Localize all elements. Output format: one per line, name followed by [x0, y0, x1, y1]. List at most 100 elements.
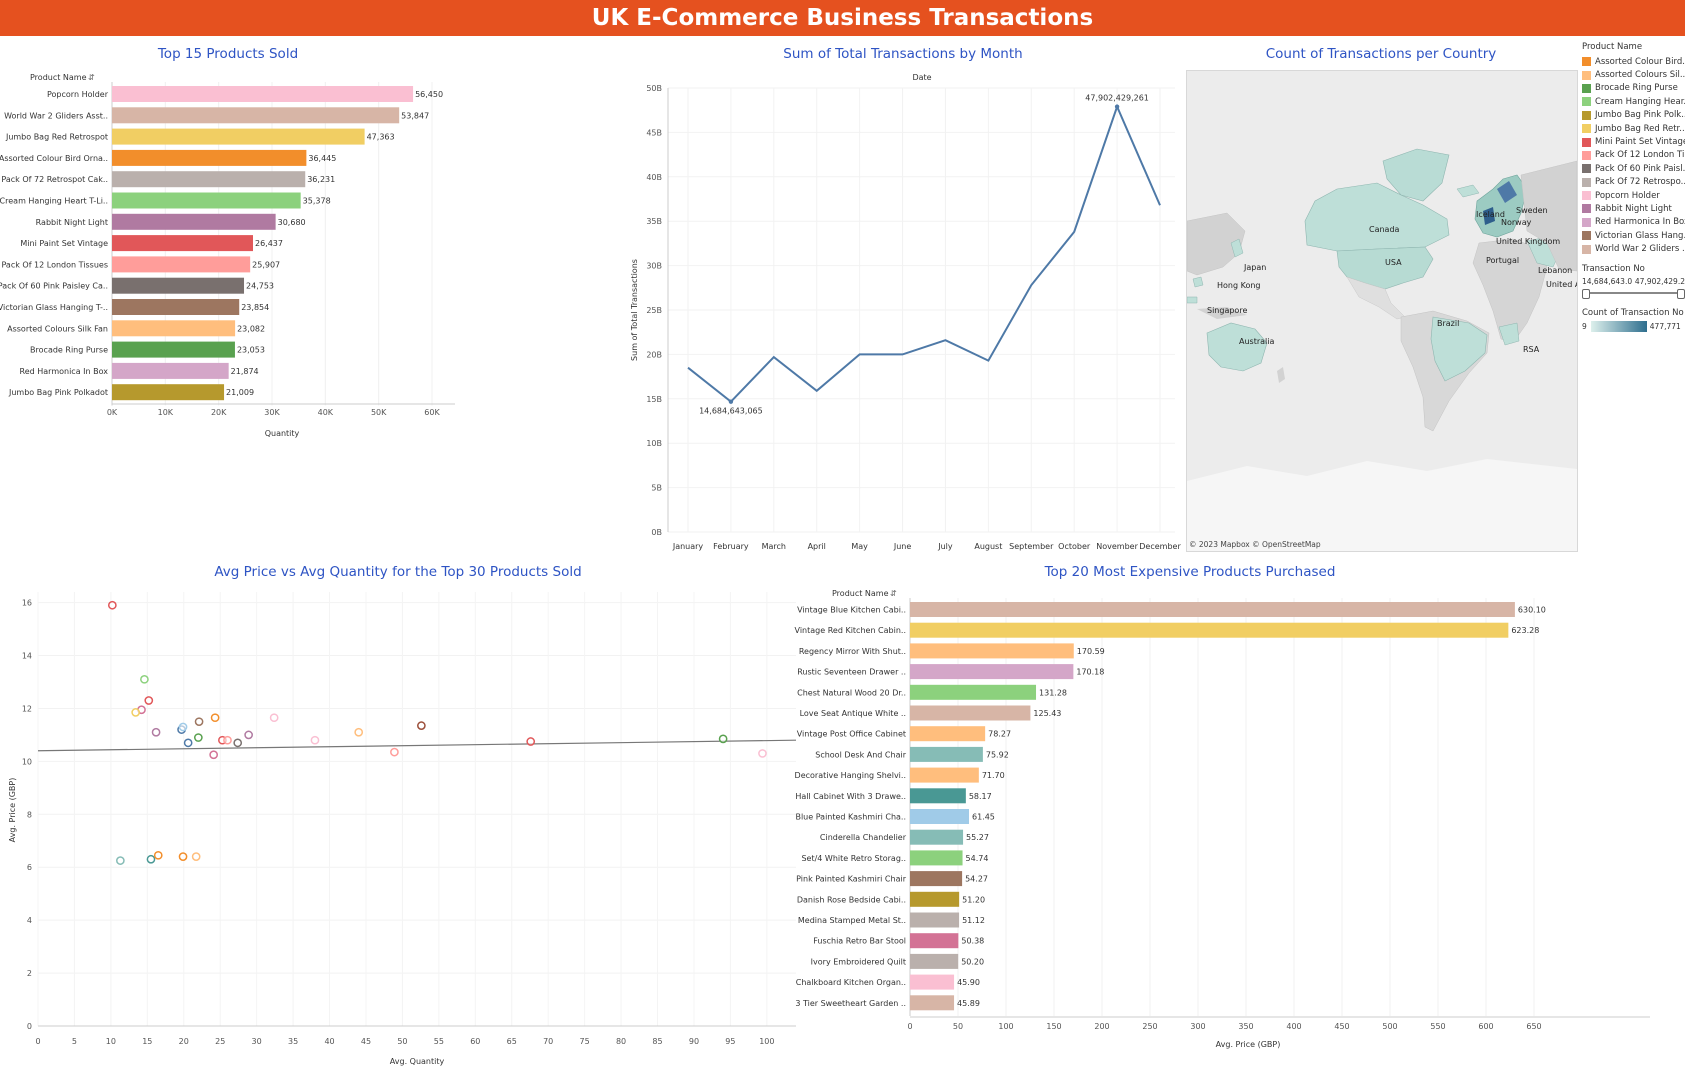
y-tick-label: 5B — [651, 484, 662, 493]
scatter-point — [417, 721, 426, 730]
legend-item[interactable]: Red Harmonica In Box — [1582, 216, 1685, 229]
map-country-label: RSA — [1523, 345, 1540, 354]
x-tick-label: September — [1009, 542, 1054, 551]
scatter-point — [107, 600, 117, 610]
bar-value-label: 45.90 — [957, 978, 980, 987]
bar-value-label: 24,753 — [246, 282, 274, 291]
legend-swatch — [1582, 177, 1591, 187]
scatter-point — [223, 735, 232, 745]
dashboard-title: UK E-Commerce Business Transactions — [0, 0, 1685, 36]
expensive-title: Top 20 Most Expensive Products Purchased — [1044, 564, 1336, 580]
bar — [910, 912, 960, 928]
bar-value-label: 623.28 — [1511, 626, 1539, 635]
y-tick-label: 30B — [646, 262, 662, 271]
bar-category-label: Jumbo Bag Pink Polkadot — [8, 388, 108, 397]
legend-item[interactable]: Cream Hanging Hear... — [1582, 95, 1685, 108]
x-tick-label: 15 — [142, 1037, 152, 1046]
legend-label: Victorian Glass Hang... — [1595, 230, 1685, 241]
legend-swatch — [1582, 70, 1591, 80]
x-tick-label: 70 — [543, 1037, 553, 1046]
legend-item[interactable]: Jumbo Bag Pink Polk... — [1582, 109, 1685, 122]
bar — [910, 953, 959, 969]
x-tick-label: 50K — [371, 408, 387, 417]
annotation-point — [1114, 104, 1120, 109]
bar-value-label: 58.17 — [969, 792, 992, 801]
legend-label: Assorted Colour Bird... — [1595, 56, 1685, 67]
slider-handle-max[interactable] — [1677, 288, 1685, 299]
annotation-label: 14,684,643,065 — [699, 407, 763, 416]
legend-item[interactable]: Popcorn Holder — [1582, 189, 1685, 202]
world-map-shapes — [1187, 148, 1577, 551]
transaction-range-slider[interactable] — [1582, 288, 1685, 299]
world-map[interactable]: Canada USA Iceland Sweden Norway United Kingd… — [1186, 70, 1578, 552]
bar — [112, 192, 301, 209]
legend-swatch — [1582, 124, 1591, 134]
x-tick-label: 50 — [397, 1037, 407, 1046]
bar-value-label: 47,363 — [367, 133, 395, 142]
bar-value-label: 54.27 — [965, 875, 988, 884]
map-country-label: Canada — [1369, 225, 1400, 234]
legend-item[interactable]: Victorian Glass Hang... — [1582, 229, 1685, 242]
map-country-label: United Arab Emi.. — [1546, 280, 1577, 289]
bar-value-label: 56,450 — [415, 90, 443, 99]
x-tick-label: 400 — [1286, 1022, 1301, 1031]
x-tick-label: 0 — [907, 1022, 912, 1031]
expensive-products-chart: Product Name ⇵ 0 50 100 150 200 250 300 350 400 450… — [795, 589, 1650, 1049]
bar-category-label: Danish Rose Bedside Cabi.. — [797, 895, 906, 904]
y-tick-label: 10 — [22, 757, 32, 766]
bar-category-label: Cream Hanging Heart T-Li.. — [0, 197, 108, 206]
field-header: Product Name — [832, 589, 889, 598]
scatter-point — [183, 738, 193, 748]
bar — [112, 107, 400, 124]
legend-item[interactable]: Pack Of 72 Retrospo... — [1582, 176, 1685, 189]
y-tick-label: 8 — [27, 810, 32, 819]
bar-value-label: 45.89 — [957, 999, 980, 1008]
bar-category-label: Vintage Blue Kitchen Cabi.. — [797, 606, 906, 615]
bar-category-label: Brocade Ring Purse — [30, 346, 108, 355]
legend-item[interactable]: Assorted Colours Sil... — [1582, 68, 1685, 81]
scatter-point — [210, 713, 220, 723]
legend-item[interactable]: Rabbit Night Light — [1582, 202, 1685, 215]
legend-swatch — [1582, 204, 1591, 214]
legend-label: Mini Paint Set Vintage — [1595, 137, 1685, 148]
legend-item[interactable]: Brocade Ring Purse — [1582, 82, 1685, 95]
bar — [112, 299, 240, 315]
line-series — [687, 103, 1161, 403]
legend-item[interactable]: World War 2 Gliders ... — [1582, 242, 1685, 255]
bar-category-label: Regency Mirror With Shut.. — [799, 647, 906, 656]
bar — [910, 705, 1031, 721]
bar — [910, 933, 959, 949]
x-tick-label: 90 — [689, 1037, 699, 1046]
bar-value-label: 23,082 — [237, 324, 265, 333]
bar — [112, 128, 365, 145]
product-legend[interactable]: Product Name Assorted Colour Bird... Asso… — [1582, 40, 1685, 332]
legend-item[interactable]: Pack Of 60 Pink Paisl... — [1582, 162, 1685, 175]
legend-item[interactable]: Mini Paint Set Vintage — [1582, 135, 1685, 148]
legend-item[interactable]: Pack Of 12 London Ti... — [1582, 149, 1685, 162]
legend-label: Pack Of 72 Retrospo... — [1595, 177, 1685, 188]
legend-item[interactable]: Jumbo Bag Red Retr... — [1582, 122, 1685, 135]
legend-item[interactable]: Assorted Colour Bird... — [1582, 55, 1685, 68]
bar-value-label: 54.74 — [966, 854, 989, 863]
scatter-point — [390, 747, 399, 757]
x-tick-label: May — [851, 542, 868, 551]
map-country-label: Lebanon — [1538, 266, 1573, 275]
y-axis-title: Sum of Total Transactions — [630, 259, 639, 361]
map-country-label: Brazil — [1437, 319, 1460, 328]
y-tick-label: 14 — [22, 652, 32, 661]
bar — [112, 235, 253, 252]
x-tick-label: August — [974, 542, 1002, 551]
bar — [910, 974, 955, 990]
bar-value-label: 25,907 — [252, 260, 280, 269]
bar — [910, 602, 1515, 617]
bar-value-label: 26,437 — [255, 239, 283, 248]
scatter-point — [178, 852, 188, 861]
legend-label: World War 2 Gliders ... — [1595, 244, 1685, 255]
x-tick-label: April — [808, 542, 826, 551]
bar-value-label: 51.12 — [962, 916, 985, 925]
slider-handle-min[interactable] — [1582, 288, 1590, 299]
bar — [910, 995, 955, 1011]
bar-value-label: 53,847 — [401, 111, 429, 120]
bar-category-label: School Desk And Chair — [815, 750, 906, 759]
bar-category-label: Love Seat Antique White .. — [800, 709, 906, 718]
